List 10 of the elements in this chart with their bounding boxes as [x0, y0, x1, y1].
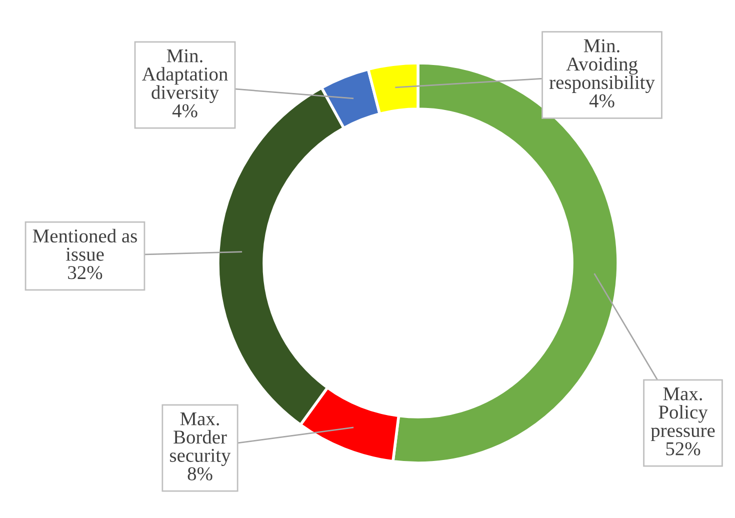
data-label: 8%: [188, 467, 212, 480]
data-label: 4%: [172, 104, 198, 118]
slice-label: Max. Policy pressure: [650, 387, 715, 441]
data-label: 4%: [589, 94, 614, 108]
data-label: 32%: [68, 266, 102, 280]
slice-label: Min. Avoiding responsibility: [549, 39, 655, 94]
slice-label: Mentioned as issue: [32, 228, 137, 261]
data-label: 52%: [666, 442, 700, 456]
slice-label: Max. Border security: [170, 412, 231, 466]
slice-label: Min. Adaptation diversity: [142, 49, 228, 103]
